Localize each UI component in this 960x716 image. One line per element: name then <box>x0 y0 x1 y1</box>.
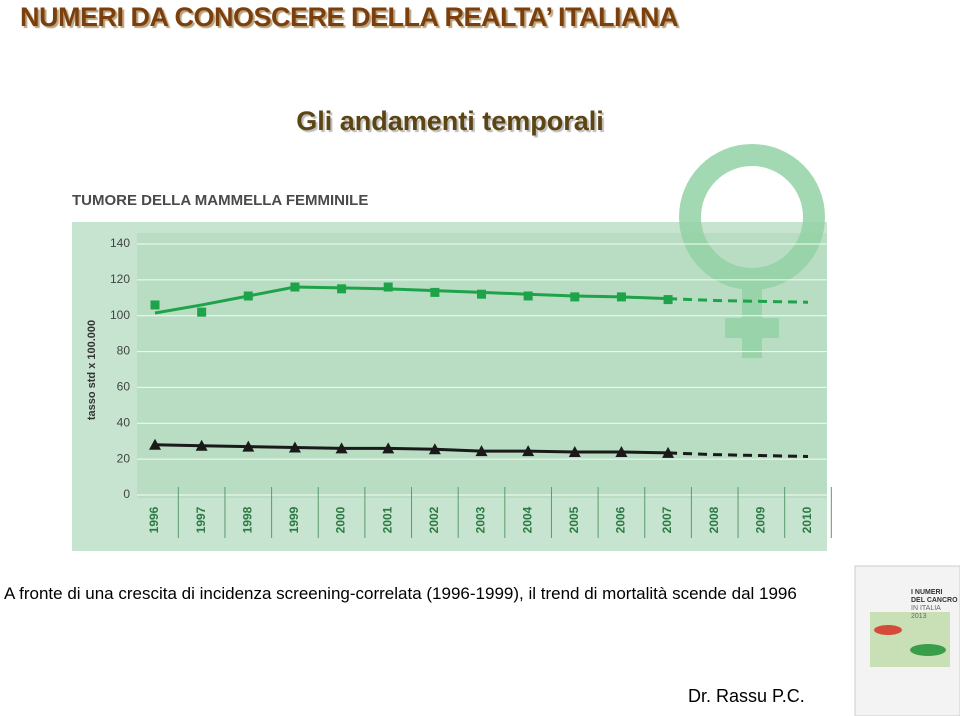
author: Dr. Rassu P.C. <box>688 686 805 706</box>
y-tick-label: 140 <box>110 236 130 250</box>
x-tick-label: 2004 <box>520 506 534 533</box>
slide-subtitle: Gli andamenti temporali <box>296 106 604 136</box>
x-tick-label: 2009 <box>754 506 768 533</box>
data-point <box>568 445 581 457</box>
cover-text: 2013 <box>911 613 927 620</box>
x-tick-label: 2010 <box>800 506 814 533</box>
data-point <box>477 289 486 299</box>
cover-text: DEL CANCRO <box>911 597 958 604</box>
y-tick-label: 40 <box>117 415 131 429</box>
cover-art <box>910 644 946 656</box>
data-point <box>197 307 207 317</box>
data-point <box>662 446 675 458</box>
series-line <box>154 285 669 315</box>
cover-text: I NUMERI <box>911 589 943 596</box>
data-point <box>335 442 348 454</box>
x-tick-label: 1999 <box>287 506 301 533</box>
data-point <box>428 443 441 455</box>
y-tick-label: 120 <box>110 272 130 286</box>
y-tick-label: 0 <box>123 487 130 501</box>
x-tick-label: 1998 <box>240 506 254 533</box>
x-tick-label: 2002 <box>427 506 441 533</box>
x-tick-label: 2005 <box>567 506 581 533</box>
y-tick-label: 20 <box>117 451 131 465</box>
chart-title: TUMORE DELLA MAMMELLA FEMMINILE <box>72 192 368 209</box>
series-line <box>668 297 809 304</box>
data-point <box>615 445 628 457</box>
x-tick-label: 2003 <box>474 506 488 533</box>
data-point <box>382 442 395 454</box>
data-point <box>195 439 208 451</box>
slide-title: NUMERI DA CONOSCERE DELLA REALTA’ ITALIA… <box>20 2 679 32</box>
x-tick-label: 1996 <box>147 506 161 533</box>
y-axis-label: tasso std x 100.000 <box>86 320 98 420</box>
data-point <box>522 445 535 457</box>
caption: A fronte di una crescita di incidenza sc… <box>4 584 797 603</box>
x-tick-label: 2007 <box>660 506 674 533</box>
x-tick-label: 2000 <box>334 506 348 533</box>
x-tick-label: 2008 <box>707 506 721 533</box>
y-tick-label: 100 <box>110 308 130 322</box>
data-point <box>383 282 393 292</box>
data-point <box>430 287 440 297</box>
data-point <box>475 445 488 457</box>
series-line <box>668 451 809 458</box>
cover-art <box>870 612 950 667</box>
data-point <box>523 291 533 301</box>
cover-art <box>874 625 902 635</box>
data-point <box>150 300 160 310</box>
x-tick-label: 2001 <box>380 506 394 533</box>
venus-symbol <box>679 144 825 358</box>
y-tick-label: 80 <box>117 344 131 358</box>
x-tick-label: 2006 <box>614 506 628 533</box>
series-line <box>154 443 669 455</box>
data-point <box>288 441 301 453</box>
data-point <box>149 438 161 450</box>
cover-text: IN ITALIA <box>911 605 941 612</box>
x-tick-label: 1997 <box>194 506 208 533</box>
y-tick-label: 60 <box>117 380 131 394</box>
data-point <box>242 440 255 452</box>
